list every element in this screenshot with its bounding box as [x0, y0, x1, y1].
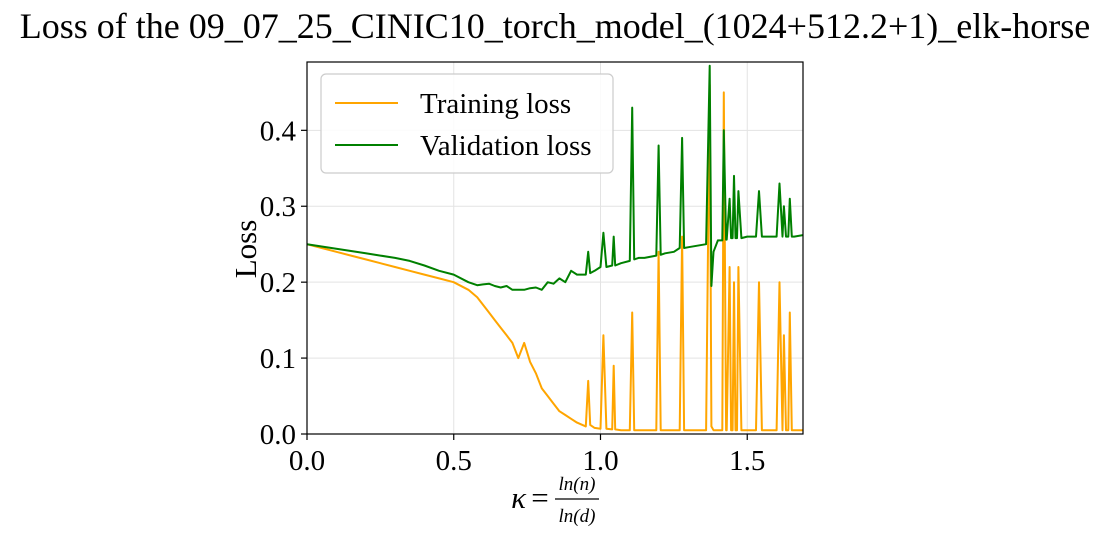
- y-tick-label: 0.0: [260, 419, 296, 451]
- y-tick-label: 0.1: [260, 343, 296, 375]
- y-tick-label: 0.2: [260, 267, 296, 299]
- y-axis-label: Loss: [228, 220, 263, 279]
- y-axis-ticks: 0.0 0.1 0.2 0.3 0.4: [260, 115, 307, 451]
- legend: Training loss Validation loss: [320, 73, 614, 174]
- legend-label-training: Training loss: [420, 88, 571, 120]
- validation-loss-line: [307, 64, 803, 291]
- x-axis-label-numerator: ln(n): [559, 474, 596, 495]
- x-axis-label: κ = ln(n) ln(d): [511, 474, 599, 527]
- x-tick-label: 0.5: [436, 445, 472, 477]
- legend-box: [320, 73, 614, 174]
- x-tick-label: 0.0: [289, 445, 325, 477]
- y-tick-label: 0.3: [260, 191, 296, 223]
- x-axis-ticks: 0.0 0.5 1.0 1.5: [289, 434, 765, 477]
- x-axis-label-equals: =: [531, 480, 548, 515]
- plot-frame: [306, 61, 804, 435]
- y-tick-label: 0.4: [260, 115, 297, 147]
- x-axis-label-symbol: κ: [511, 480, 527, 515]
- x-tick-label: 1.0: [582, 445, 618, 477]
- x-axis-label-denominator: ln(d): [559, 506, 596, 527]
- chart-title: Loss of the 09_07_25_CINIC10_torch_model…: [20, 6, 1090, 46]
- x-tick-label: 1.5: [729, 445, 765, 477]
- series-layer: [307, 64, 803, 432]
- training-loss-line: [307, 83, 803, 432]
- legend-label-validation: Validation loss: [420, 130, 592, 162]
